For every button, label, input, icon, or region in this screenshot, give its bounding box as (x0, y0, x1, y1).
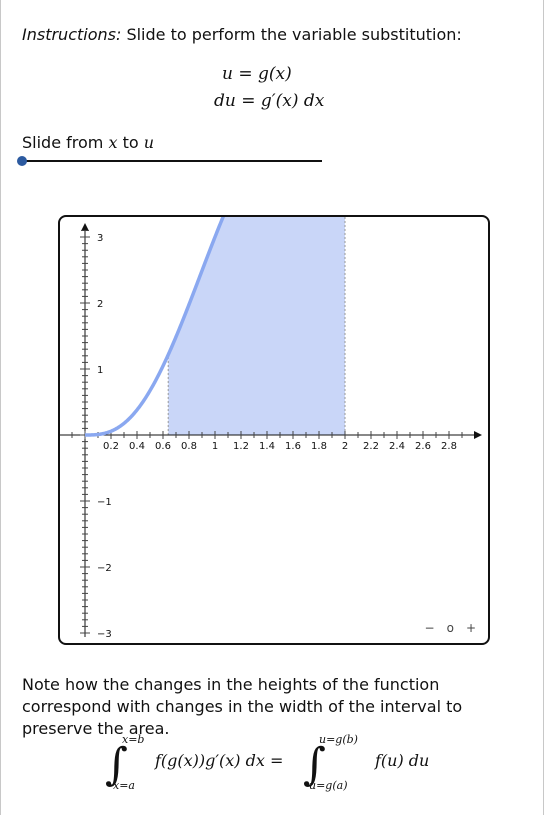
slider-track[interactable] (22, 160, 322, 162)
y-tick-label: 3 (97, 233, 103, 244)
instructions: Instructions: Slide to perform the varia… (22, 25, 462, 44)
x-tick-label: 1.2 (233, 441, 249, 452)
substitution-equation-du: du = g′(x) dx (214, 91, 325, 111)
x-tick-label: 2.2 (363, 441, 379, 452)
y-tick-label: 2 (97, 299, 103, 310)
slider-thumb[interactable] (17, 156, 27, 166)
left-upper-limit: x=b (122, 733, 145, 746)
y-tick-label: −2 (97, 563, 112, 574)
substitution-equation-u: u = g(x) (222, 64, 292, 84)
x-tick-label: 2.6 (415, 441, 431, 452)
instructions-text: Slide to perform the variable substituti… (121, 25, 462, 44)
substitution-formula: ∫ x=b x=a f(g(x))g′(x) dx = ∫ u=g(b) u=g… (105, 733, 465, 793)
shaded-area (168, 217, 345, 435)
zoom-in-button[interactable]: + (465, 621, 476, 635)
graph-panel[interactable]: 0.2 0.4 0.6 0.8 1 1.2 1.4 1.6 1.8 2 2.2 2.4 2.6 2.8 3 2… (58, 215, 490, 645)
slider-label: Slide from x to u (22, 133, 154, 152)
x-tick-label: 0.4 (129, 441, 145, 452)
integral-sign-left: ∫ (105, 739, 128, 790)
x-tick-label: 0.8 (181, 441, 197, 452)
left-integrand: f(g(x))g′(x) dx = (155, 751, 284, 770)
graph-canvas[interactable]: 0.2 0.4 0.6 0.8 1 1.2 1.4 1.6 1.8 2 2.2 2.4 2.6 2.8 3 2… (60, 217, 488, 643)
integral-sign-right: ∫ (303, 739, 326, 790)
zoom-controls: − o + (425, 621, 476, 635)
left-border (0, 0, 1, 815)
y-tick-label: −3 (97, 629, 112, 640)
zoom-out-button[interactable]: − (424, 621, 435, 635)
x-tick-label: 0.2 (103, 441, 119, 452)
x-tick-label: 2.4 (389, 441, 405, 452)
x-tick-label: 1.8 (311, 441, 327, 452)
slider-var-x: x (108, 133, 118, 152)
y-axis-arrow (81, 223, 89, 231)
y-tick-label: 1 (97, 365, 103, 376)
x-tick-label: 2.8 (441, 441, 457, 452)
x-axis-arrow (474, 431, 482, 439)
right-integrand: f(u) du (375, 751, 430, 770)
right-lower-limit: u=g(a) (309, 779, 348, 792)
zoom-reset-button[interactable]: o (446, 621, 454, 635)
slider-var-u: u (143, 133, 155, 152)
instructions-prefix: Instructions: (22, 25, 122, 44)
x-tick-label: 2 (342, 441, 348, 452)
y-tick-label: −1 (97, 497, 112, 508)
right-upper-limit: u=g(b) (319, 733, 358, 746)
slider-label-mid: to (117, 133, 144, 152)
x-tick-label: 1 (212, 441, 218, 452)
slider-label-prefix: Slide from (22, 133, 109, 152)
function-curve (83, 217, 225, 437)
x-tick-label: 1.4 (259, 441, 275, 452)
explanation-note: Note how the changes in the heights of t… (22, 675, 463, 738)
x-tick-label: 0.6 (155, 441, 171, 452)
left-lower-limit: x=a (113, 779, 135, 792)
x-tick-label: 1.6 (285, 441, 301, 452)
